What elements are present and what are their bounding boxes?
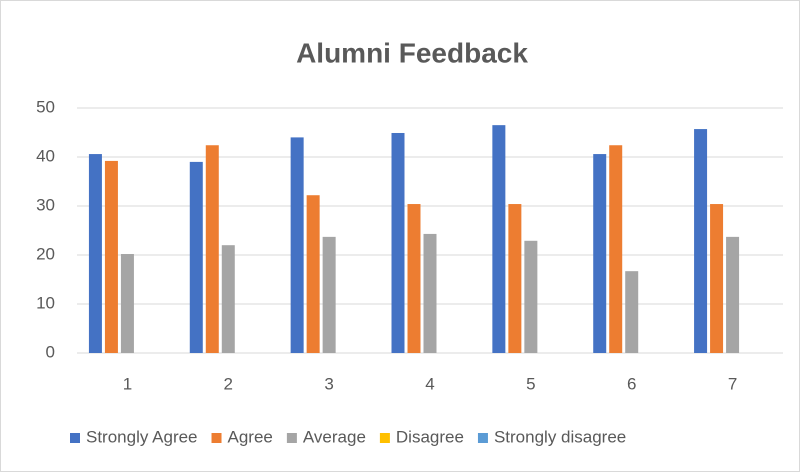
y-tick-label: 10 xyxy=(36,293,55,312)
bar xyxy=(120,254,134,353)
bar xyxy=(189,161,203,353)
chart-title: Alumni Feedback xyxy=(296,37,528,68)
legend-swatch xyxy=(211,433,222,443)
bar xyxy=(492,125,506,354)
bar xyxy=(423,233,437,353)
x-tick-label: 6 xyxy=(627,374,636,393)
bar xyxy=(625,271,639,353)
bar xyxy=(710,204,724,353)
bar xyxy=(609,145,623,353)
bar xyxy=(205,145,219,353)
x-tick-label: 2 xyxy=(224,374,233,393)
legend-swatch xyxy=(286,433,297,443)
x-tick-label: 5 xyxy=(526,374,535,393)
bar xyxy=(694,129,708,353)
y-tick-label: 40 xyxy=(36,146,55,165)
bar xyxy=(508,204,522,353)
bar xyxy=(88,154,102,353)
y-tick-label: 0 xyxy=(46,342,55,361)
legend-swatch xyxy=(379,433,390,443)
bar xyxy=(524,240,538,353)
legend-label: Agree xyxy=(228,427,273,446)
x-tick-label: 7 xyxy=(728,374,737,393)
bar xyxy=(407,204,421,353)
x-tick-label: 1 xyxy=(123,374,132,393)
legend-label: Strongly Agree xyxy=(86,427,198,446)
legend-label: Disagree xyxy=(396,427,464,446)
bar xyxy=(593,154,607,353)
y-tick-label: 30 xyxy=(36,195,55,214)
bar xyxy=(322,236,336,353)
y-tick-label: 20 xyxy=(36,244,55,263)
bar xyxy=(391,132,405,353)
legend-label: Strongly disagree xyxy=(494,427,626,446)
x-tick-label: 3 xyxy=(324,374,333,393)
bar xyxy=(290,137,304,353)
y-tick-label: 50 xyxy=(36,97,55,116)
bar xyxy=(104,160,118,353)
bar xyxy=(306,195,320,353)
x-tick-label: 4 xyxy=(425,374,434,393)
bar xyxy=(221,245,235,353)
bar xyxy=(726,236,740,353)
legend-label: Average xyxy=(303,427,366,446)
legend-swatch xyxy=(70,433,80,443)
legend-swatch xyxy=(477,433,488,443)
